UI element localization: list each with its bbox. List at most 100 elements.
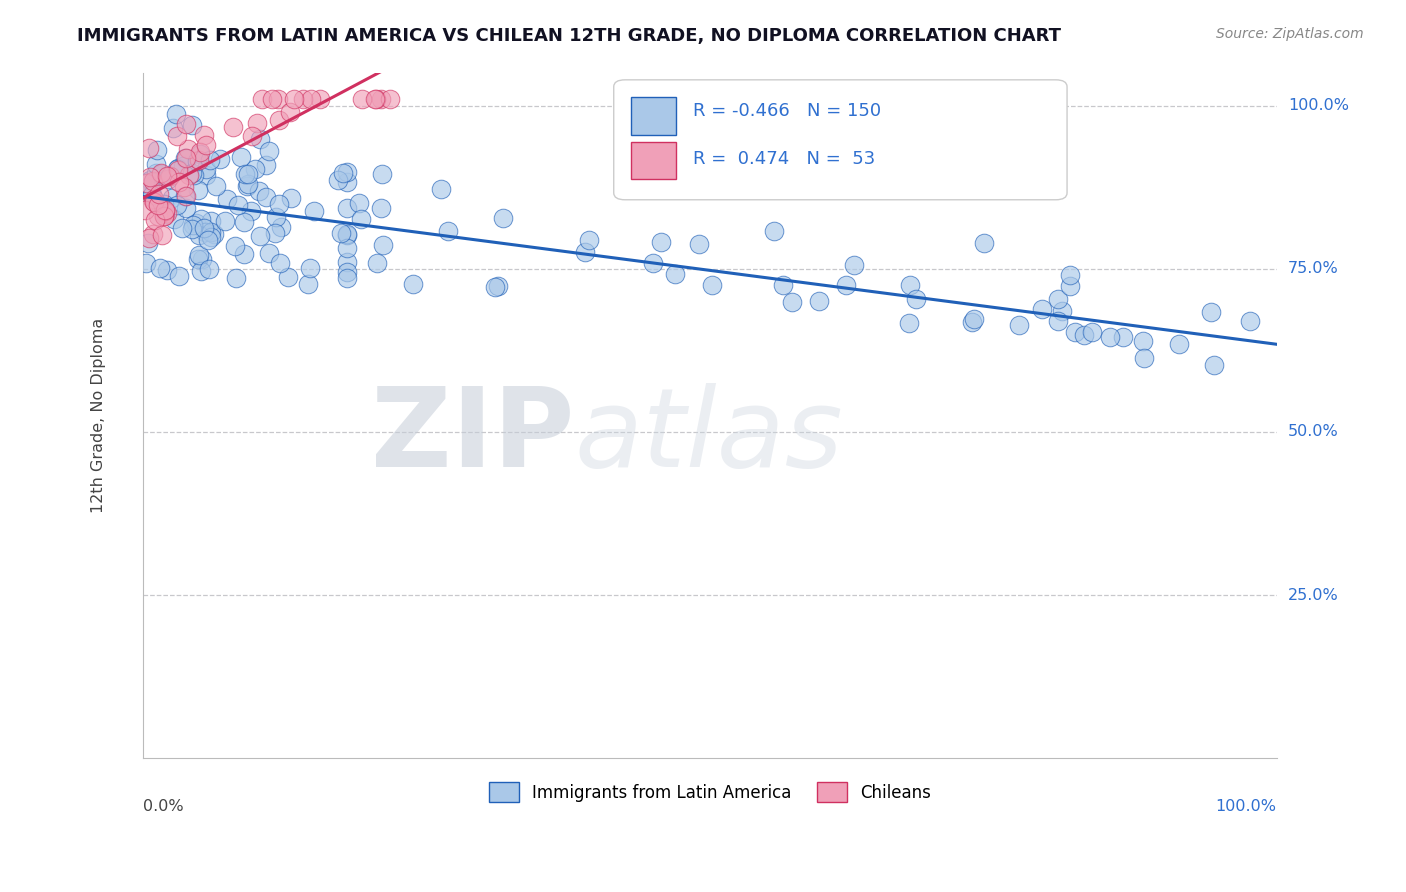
Point	[165, 107, 187, 121]
Point	[257, 145, 280, 159]
Point	[254, 190, 277, 204]
Point	[238, 167, 260, 181]
Point	[371, 238, 394, 252]
Point	[370, 92, 392, 106]
Point	[336, 201, 359, 215]
Legend: Immigrants from Latin America, Chileans: Immigrants from Latin America, Chileans	[482, 776, 938, 808]
Point	[492, 211, 515, 225]
Point	[188, 145, 211, 159]
Point	[166, 162, 188, 177]
Point	[166, 161, 188, 175]
Point	[330, 226, 353, 240]
Point	[204, 179, 226, 194]
Point	[194, 137, 217, 152]
Text: R = -0.466   N = 150: R = -0.466 N = 150	[693, 102, 882, 120]
Point	[167, 175, 190, 189]
Point	[304, 203, 326, 218]
Point	[249, 229, 271, 244]
Point	[378, 92, 401, 106]
Text: 25.0%: 25.0%	[1288, 588, 1339, 603]
Point	[134, 202, 156, 217]
Point	[166, 198, 188, 212]
Point	[191, 252, 214, 266]
Point	[149, 260, 172, 275]
Point	[240, 204, 263, 219]
Point	[574, 245, 596, 260]
Bar	[631, 142, 676, 179]
Point	[172, 160, 194, 174]
Point	[336, 165, 359, 179]
Point	[486, 279, 509, 293]
Point	[181, 165, 204, 179]
Point	[174, 117, 197, 131]
Point	[1133, 351, 1156, 365]
Point	[150, 228, 173, 243]
Point	[259, 245, 281, 260]
Point	[159, 169, 181, 183]
Point	[336, 255, 359, 269]
Point	[156, 263, 179, 277]
Point	[190, 264, 212, 278]
Point	[215, 192, 238, 206]
Point	[352, 92, 374, 106]
Point	[336, 265, 359, 279]
FancyBboxPatch shape	[614, 79, 1067, 200]
Point	[181, 222, 204, 236]
Point	[235, 179, 257, 194]
Point	[153, 202, 176, 217]
Point	[250, 92, 273, 106]
Point	[193, 221, 215, 235]
Point	[197, 234, 219, 248]
Point	[167, 268, 190, 283]
Point	[148, 209, 170, 223]
Point	[270, 220, 292, 235]
Point	[194, 225, 217, 239]
Point	[336, 175, 359, 189]
Point	[1050, 304, 1073, 318]
Point	[1168, 336, 1191, 351]
Point	[280, 190, 302, 204]
Point	[181, 218, 204, 232]
Point	[139, 184, 162, 198]
Point	[898, 316, 921, 330]
Point	[134, 176, 156, 190]
Point	[326, 173, 349, 187]
Point	[139, 169, 162, 184]
Point	[650, 235, 672, 249]
Point	[146, 198, 169, 212]
Point	[149, 166, 172, 180]
Point	[209, 152, 232, 166]
Point	[160, 190, 183, 204]
Point	[156, 169, 179, 184]
Point	[156, 205, 179, 219]
Point	[145, 166, 167, 180]
Point	[1059, 278, 1081, 293]
Point	[430, 181, 453, 195]
Point	[309, 92, 332, 106]
Point	[143, 192, 166, 206]
Point	[138, 173, 160, 187]
Point	[1046, 292, 1069, 306]
Point	[262, 92, 284, 106]
Point	[183, 168, 205, 182]
Text: R =  0.474   N =  53: R = 0.474 N = 53	[693, 150, 876, 168]
Point	[225, 271, 247, 285]
Point	[174, 151, 197, 165]
Point	[336, 271, 359, 285]
Point	[266, 92, 288, 106]
Point	[350, 212, 373, 227]
Point	[180, 118, 202, 132]
Point	[664, 267, 686, 281]
Point	[166, 128, 188, 143]
Point	[214, 214, 236, 228]
Point	[772, 277, 794, 292]
Point	[222, 120, 245, 135]
Point	[174, 151, 197, 165]
Point	[152, 210, 174, 224]
Point	[844, 258, 866, 272]
Point	[254, 157, 277, 171]
Point	[195, 168, 218, 182]
Point	[277, 270, 299, 285]
Point	[904, 293, 927, 307]
Point	[963, 312, 986, 326]
